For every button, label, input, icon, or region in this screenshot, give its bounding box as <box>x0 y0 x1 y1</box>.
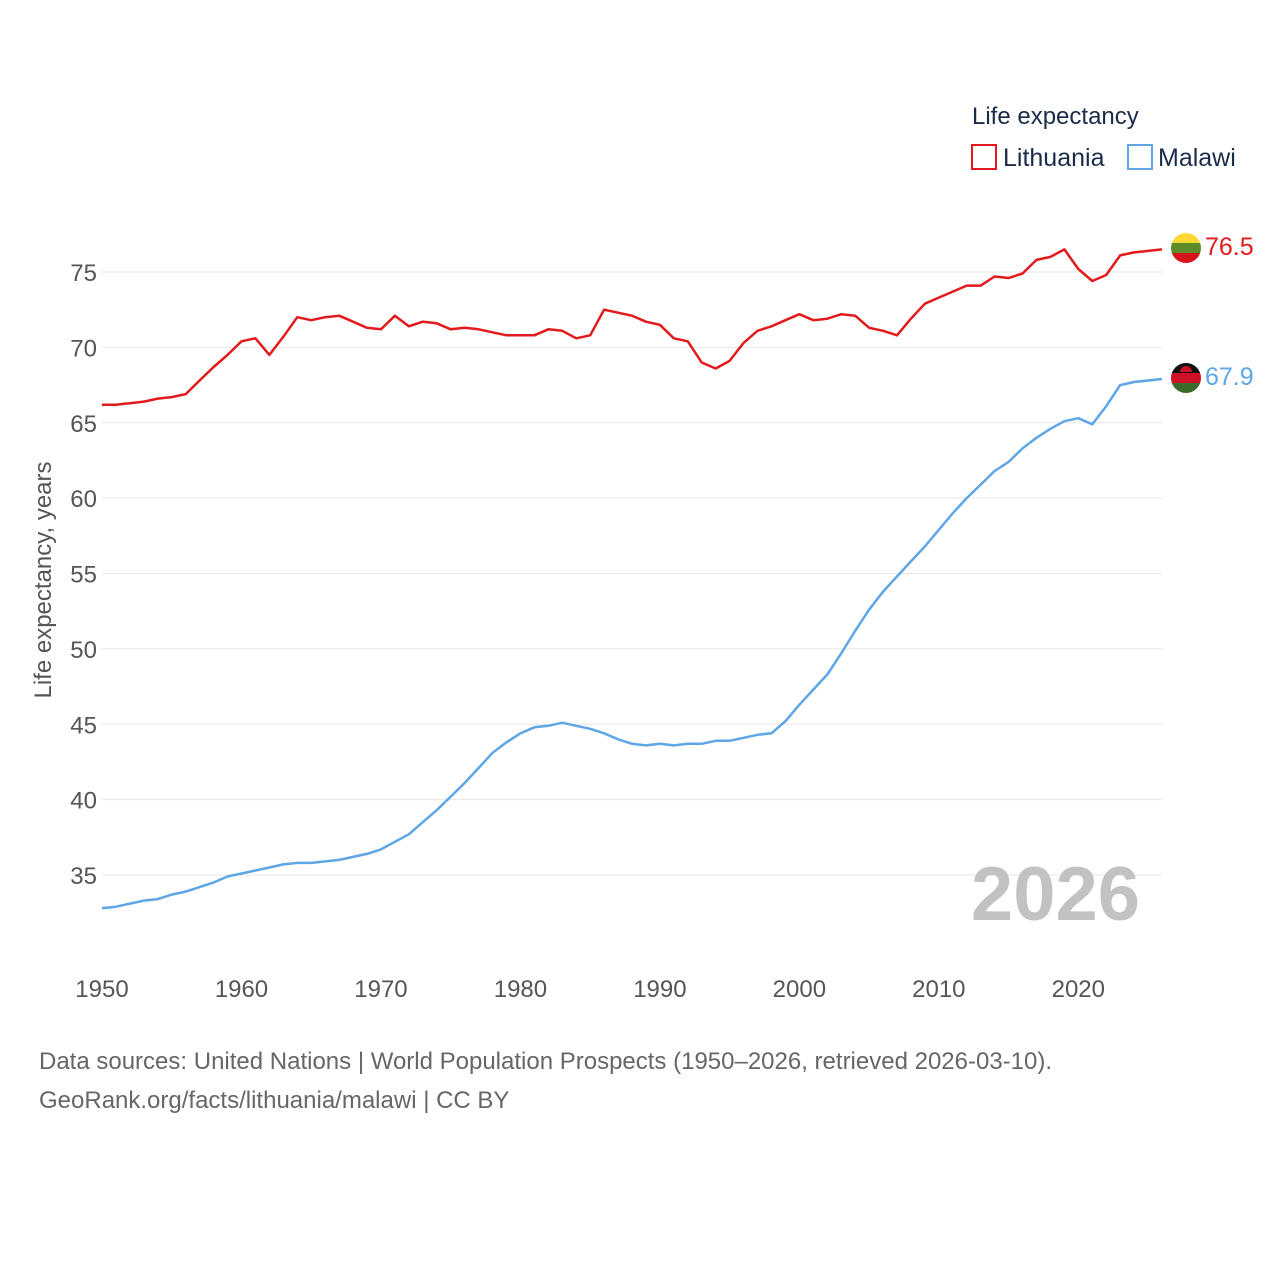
y-tick-label: 55 <box>70 562 97 589</box>
y-tick-label: 50 <box>70 637 97 664</box>
legend-label-malawi: Malawi <box>1158 144 1236 172</box>
source-line-2[interactable]: GeoRank.org/facts/lithuania/malawi | CC … <box>39 1087 509 1114</box>
x-tick-label: 1990 <box>633 976 686 1003</box>
lithuania-flag-icon <box>1171 233 1201 263</box>
legend-swatch-lithuania <box>971 144 997 170</box>
year-watermark: 2026 <box>971 852 1140 937</box>
legend-title: Life expectancy <box>972 103 1139 130</box>
series-line-malawi <box>101 377 1163 910</box>
y-tick-label: 60 <box>70 486 97 513</box>
x-axis-ticks: 1950 1960 1970 1980 1990 2000 2010 2020 <box>75 976 1105 1003</box>
y-tick-label: 75 <box>70 260 97 287</box>
y-tick-label: 45 <box>70 712 97 739</box>
y-tick-label: 40 <box>70 788 97 815</box>
source-line-1: Data sources: United Nations | World Pop… <box>39 1048 1052 1075</box>
end-value-label-lithuania: 76.5 <box>1205 233 1254 261</box>
y-axis-title: Life expectancy, years <box>30 461 57 698</box>
x-tick-label: 2010 <box>912 976 965 1003</box>
legend-label-lithuania: Lithuania <box>1003 144 1105 172</box>
malawi-flag-icon <box>1171 363 1201 393</box>
x-tick-label: 1950 <box>75 976 128 1003</box>
x-tick-label: 1980 <box>494 976 547 1003</box>
legend-swatch-malawi <box>1127 144 1153 170</box>
y-tick-label: 65 <box>70 411 97 438</box>
end-value-label-malawi: 67.9 <box>1205 363 1254 391</box>
y-axis-ticks: 35 40 45 50 55 60 65 70 75 <box>70 260 97 890</box>
x-tick-label: 2000 <box>773 976 826 1003</box>
gridlines <box>102 271 1162 876</box>
legend-item-lithuania[interactable]: Lithuania <box>971 144 1105 172</box>
legend-item-malawi[interactable]: Malawi <box>1127 144 1236 172</box>
y-tick-label: 35 <box>70 863 97 890</box>
series-line-lithuania <box>102 248 1163 406</box>
y-tick-label: 70 <box>70 335 97 362</box>
x-tick-label: 2020 <box>1052 976 1105 1003</box>
x-tick-label: 1970 <box>354 976 407 1003</box>
x-tick-label: 1960 <box>215 976 268 1003</box>
